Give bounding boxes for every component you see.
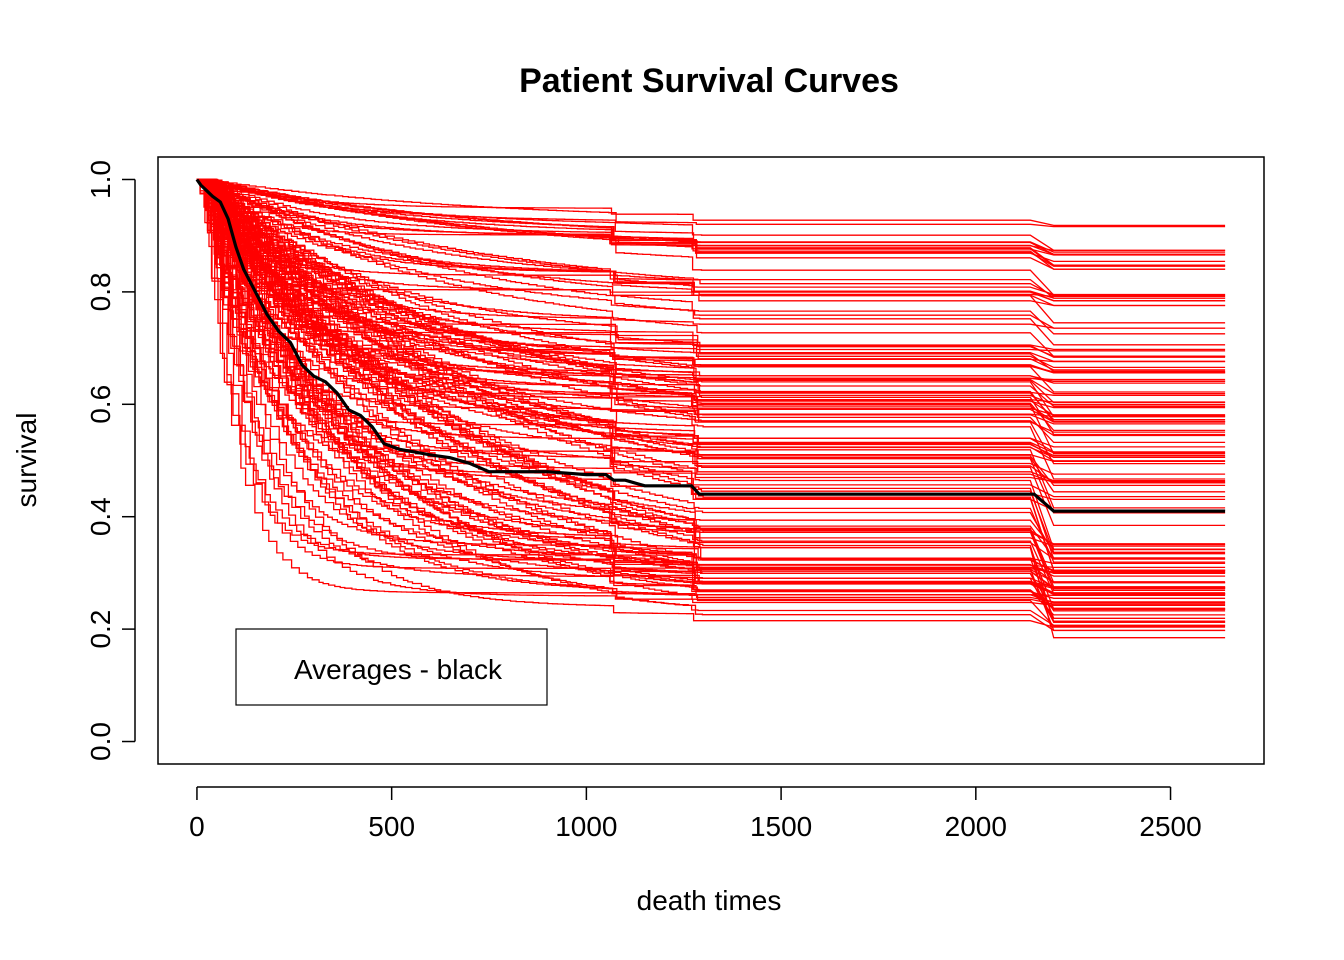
- y-tick-label: 1.0: [85, 160, 116, 199]
- patient-curve: [196, 178, 1226, 307]
- patient-curve: [196, 178, 1226, 501]
- patient-curve: [196, 178, 1226, 573]
- patient-curve: [196, 178, 1226, 432]
- patient-curve: [196, 178, 1226, 227]
- patient-curve: [196, 178, 1226, 592]
- x-tick-label: 500: [368, 811, 415, 842]
- patient-curve: [196, 178, 1226, 255]
- x-tick-label: 1000: [555, 811, 617, 842]
- patient-curve: [196, 178, 1226, 462]
- patient-curve: [196, 178, 1226, 514]
- patient-curve: [196, 178, 1226, 418]
- patient-curve: [196, 178, 1226, 555]
- patient-curve: [196, 178, 1226, 329]
- x-axis: 0 500 1000 1500 2000 2500: [189, 786, 1202, 842]
- patient-curve: [196, 178, 1226, 584]
- patient-curve: [196, 178, 1226, 595]
- patient-curve: [196, 178, 1226, 606]
- patient-curve: [196, 178, 1226, 594]
- patient-curve: [196, 178, 1226, 627]
- chart-title: Patient Survival Curves: [519, 62, 899, 100]
- patient-curve: [196, 178, 1226, 252]
- patient-curve: [196, 178, 1226, 597]
- patient-curve: [196, 178, 1226, 571]
- x-axis-label: death times: [637, 885, 782, 916]
- patient-curve: [196, 178, 1226, 632]
- y-axis-label: survival: [11, 413, 42, 508]
- y-axis: 0.0 0.2 0.4 0.6 0.8 1.0: [85, 160, 136, 761]
- patient-curve: [196, 178, 1226, 610]
- patient-curve: [196, 178, 1226, 509]
- patient-curve: [196, 178, 1226, 595]
- patient-curve: [196, 178, 1226, 590]
- patient-curve: [196, 178, 1226, 454]
- y-tick-label: 0.2: [85, 610, 116, 649]
- x-tick-label: 0: [189, 811, 205, 842]
- patient-curve: [196, 178, 1226, 251]
- patient-curve: [196, 178, 1226, 487]
- legend: Averages - black: [235, 628, 548, 706]
- patient-curve: [196, 178, 1226, 563]
- patient-curve: [196, 178, 1226, 423]
- y-tick-label: 0.8: [85, 272, 116, 311]
- patient-curve: [196, 178, 1226, 307]
- patient-curve: [196, 178, 1226, 256]
- patient-curve: [196, 178, 1226, 263]
- patient-curve: [196, 178, 1226, 423]
- patient-curve: [196, 178, 1226, 393]
- patient-curve: [196, 178, 1226, 498]
- patient-curve: [196, 178, 1226, 324]
- y-tick-label: 0.6: [85, 385, 116, 424]
- patient-curve: [196, 178, 1226, 404]
- average-curve: [195, 178, 1226, 513]
- x-tick-label: 1500: [750, 811, 812, 842]
- legend-label: Averages - black: [294, 654, 503, 685]
- patient-curve: [196, 178, 1226, 384]
- curves-layer: [195, 178, 1226, 639]
- patient-curve: [196, 178, 1226, 267]
- patient-curve: [196, 178, 1226, 358]
- patient-curve: [196, 178, 1226, 545]
- patient-curve: [196, 178, 1226, 253]
- plot-frame: [157, 156, 1265, 765]
- patient-curve: [196, 178, 1226, 270]
- patient-curve: [196, 178, 1226, 267]
- patient-curve: [196, 178, 1226, 357]
- legend-box: [235, 628, 548, 706]
- x-tick-label: 2000: [945, 811, 1007, 842]
- patient-curve: [196, 178, 1226, 297]
- patient-curve: [196, 178, 1226, 351]
- y-tick-label: 0.0: [85, 722, 116, 761]
- x-tick-label: 2500: [1139, 811, 1201, 842]
- patient-curve: [196, 178, 1226, 296]
- y-tick-label: 0.4: [85, 497, 116, 536]
- patient-curve: [196, 178, 1226, 628]
- patient-curve: [196, 178, 1226, 382]
- patient-curve: [196, 178, 1226, 458]
- patient-curve: [196, 178, 1226, 583]
